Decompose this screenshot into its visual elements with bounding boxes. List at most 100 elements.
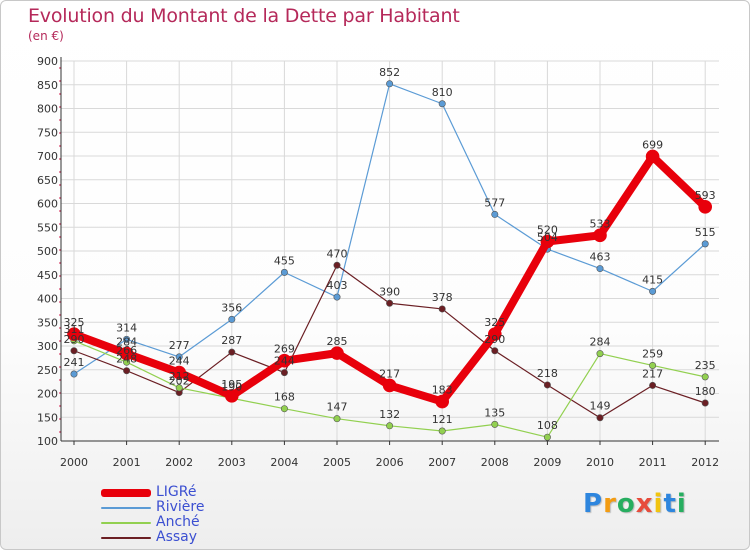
data-label: 218 [537,367,558,380]
x-tick-label: 2007 [428,456,456,469]
series-3 [70,261,709,422]
data-point [649,287,657,295]
x-tick-label: 2012 [691,456,719,469]
y-tick-label: 200 [37,388,58,401]
data-label: 314 [116,321,137,334]
y-tick-label: 400 [37,293,58,306]
axis-layer: 100 150 200 250 300 350 400 450 500 550 600 650 700 7… [37,55,719,469]
data-label: 149 [590,400,611,413]
x-tick-label: 2003 [218,456,246,469]
y-tick-label: 500 [37,245,58,258]
data-label: 190 [221,380,242,393]
data-label: 810 [432,86,453,99]
data-label: 168 [274,391,295,404]
logo-letter: P [583,489,604,519]
data-label: 180 [695,385,716,398]
legend: LIGRé Rivière Anché Assay [101,484,261,545]
data-point [701,240,709,248]
data-label: 852 [379,66,400,79]
data-label: 132 [379,408,400,421]
logo-letter: i [676,489,687,519]
x-tick-label: 2005 [323,456,351,469]
logo-letter: x [635,489,654,519]
data-point [649,361,657,369]
data-label: 290 [64,333,85,346]
data-point [487,327,502,341]
data-label: 244 [274,355,295,368]
legend-item: Anché [101,514,261,530]
data-label: 108 [537,419,558,432]
data-label: 325 [484,316,505,329]
y-tick-label: 650 [37,174,58,187]
data-label: 195 [221,378,242,391]
legend-swatch [101,537,151,539]
data-label: 212 [169,370,190,383]
x-tick-label: 2009 [533,456,561,469]
data-label: 259 [642,347,663,360]
data-label: 699 [642,138,663,151]
proxiti-logo: Proxiti [583,489,687,519]
data-label: 455 [274,254,295,267]
data-label: 135 [484,406,505,419]
data-point [382,378,397,393]
legend-label: Rivière [156,499,205,515]
series-2 [70,337,709,441]
data-point [438,100,446,108]
series-1 [70,80,709,378]
chart-subtitle: (en €) [28,29,64,43]
data-label: 266 [116,344,137,357]
data-label: 202 [169,375,190,388]
x-tick-label: 2006 [376,456,404,469]
data-point [438,305,446,313]
x-tick-label: 2001 [113,456,141,469]
data-label: 285 [327,335,348,348]
data-point [333,293,341,301]
legend-item: Assay [101,529,261,545]
data-label: 470 [327,247,348,260]
data-label: 235 [695,359,716,372]
legend-item: LIGRé [101,484,261,500]
data-point [228,315,236,323]
series-layer [67,80,713,441]
data-point [70,370,78,378]
x-tick-label: 2008 [481,456,509,469]
data-point [491,210,499,218]
data-point [175,384,183,392]
data-point [277,353,292,368]
y-tick-label: 100 [37,435,58,448]
data-label: 244 [169,355,190,368]
data-point [70,347,78,355]
legend-label: LIGRé [156,484,197,500]
y-tick-label: 600 [37,198,58,211]
data-point [543,381,551,389]
data-label: 241 [64,356,85,369]
data-point [225,389,239,403]
data-label: 311 [64,323,85,336]
x-tick-label: 2011 [639,456,667,469]
data-label: 284 [116,336,137,349]
data-label: 269 [274,343,295,356]
data-point [280,405,288,413]
legend-label: Anché [156,514,200,530]
data-point [491,420,499,428]
data-point [596,265,604,273]
data-point [596,350,604,358]
data-point [698,200,713,214]
data-point [386,80,394,88]
data-point [119,346,134,361]
data-label: 217 [642,367,663,380]
data-point [438,427,446,435]
y-tick-label: 550 [37,221,58,234]
data-label: 463 [590,251,611,264]
legend-swatch [101,489,151,497]
data-label: 403 [327,279,348,292]
data-label: 356 [221,301,242,314]
data-label: 121 [432,413,453,426]
y-tick-label: 450 [37,269,58,282]
y-tick-label: 750 [37,126,58,139]
data-label: 415 [642,273,663,286]
y-tick-label: 350 [37,316,58,329]
grid-layer [61,60,719,442]
legend-label: Assay [156,529,198,545]
